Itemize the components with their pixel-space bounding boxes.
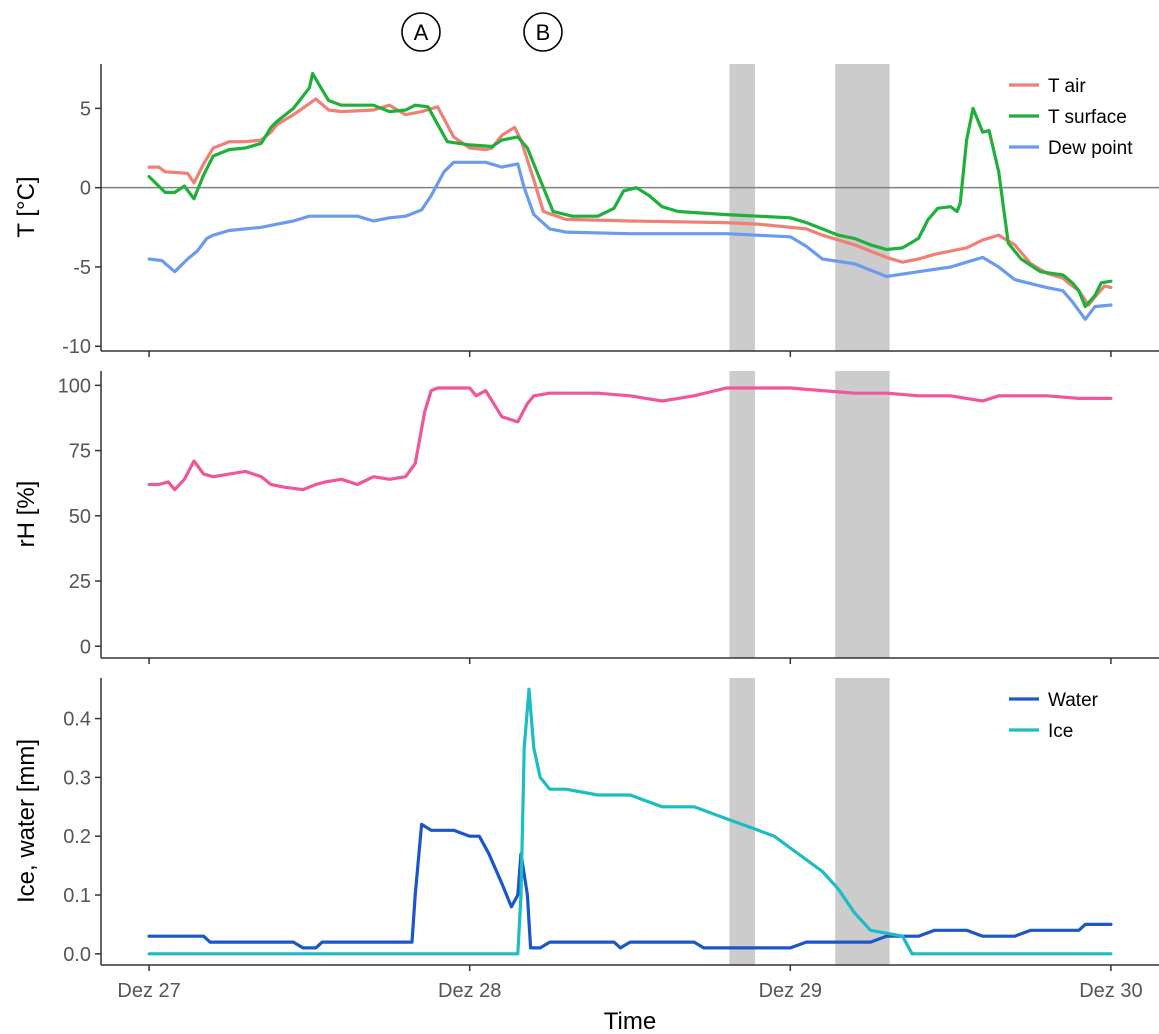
legend-entry: T surface: [1048, 107, 1127, 128]
x-tick-label: Dez 29: [759, 980, 822, 1002]
legend-entry: Water: [1048, 690, 1099, 711]
panel-2: 100 75 50 25 0 rH [%]: [13, 371, 1159, 664]
y-tick-label: 0.4: [63, 709, 91, 731]
shaded-region-b-panel-2: [835, 371, 890, 658]
legend-entry: Dew point: [1048, 138, 1133, 159]
y-axis-title: rH [%]: [13, 481, 40, 548]
x-axis-title: Time: [604, 1008, 656, 1034]
y-tick-label: 25: [69, 571, 91, 593]
marker-circle-b: [523, 12, 563, 52]
marker-circle-a: [401, 12, 441, 52]
panel-3: 0.4 0.3 0.2 0.1 0.0 Ice, water [mm] Water Ice: [13, 678, 1159, 971]
y-tick-label: 0.0: [63, 944, 91, 966]
x-tick-label: Dez 27: [117, 980, 180, 1002]
x-tick-label: Dez 28: [438, 980, 501, 1002]
panel-1: 5 0 -5 -10 T [°C] T air T surface Dew point: [13, 64, 1159, 358]
legend-entry: T air: [1048, 76, 1086, 97]
y-tick-label: 5: [80, 98, 91, 120]
shaded-region-a-panel-2: [729, 371, 756, 658]
y-tick-label: 0.3: [63, 767, 91, 789]
marker-label-b: B: [536, 20, 551, 45]
series-line-t-air: [147, 97, 1113, 307]
y-tick-label: 0: [80, 636, 91, 658]
marker-label-a: A: [414, 20, 429, 45]
y-tick-label: 100: [58, 375, 91, 397]
series-line-ice: [147, 687, 1113, 956]
y-axis-title: T [°C]: [13, 176, 40, 237]
y-tick-label: 0: [80, 178, 91, 200]
y-axis-title: Ice, water [mm]: [13, 739, 40, 903]
shaded-region-b-panel-1: [835, 64, 890, 351]
series-line-rh: [147, 386, 1113, 492]
y-tick-label: 0.1: [63, 885, 91, 907]
legend-entry: Ice: [1048, 721, 1073, 742]
y-tick-label: 50: [69, 506, 91, 528]
y-tick-label: -5: [73, 257, 91, 279]
series-line-dew-point: [147, 160, 1113, 321]
series-line-t-surface: [147, 71, 1113, 309]
y-tick-label: 0.2: [63, 826, 91, 848]
y-tick-label: 75: [69, 441, 91, 463]
shaded-region-b-panel-3: [835, 678, 890, 965]
x-tick-label: Dez 30: [1079, 980, 1142, 1002]
y-tick-label: -10: [62, 336, 91, 358]
shaded-region-a-panel-1: [729, 64, 756, 351]
series-line-water: [147, 822, 1113, 950]
